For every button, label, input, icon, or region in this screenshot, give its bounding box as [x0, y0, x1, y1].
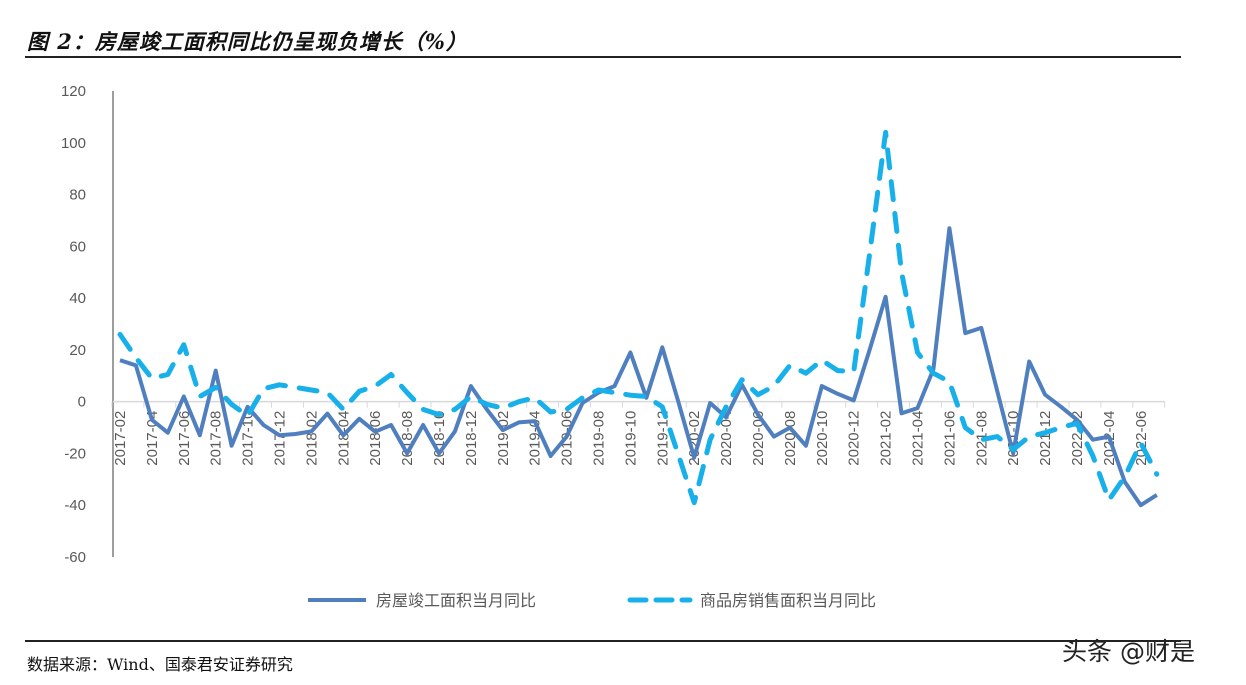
- chart-title: 图 2：房屋竣工面积同比仍呈现负增长（%）: [27, 29, 468, 54]
- x-tick-label: 2018-04: [335, 411, 352, 466]
- x-tick-label: 2021-06: [941, 411, 958, 466]
- series-line-1: [119, 226, 1158, 508]
- x-tick-label: 2018-08: [399, 411, 416, 466]
- y-tick-label: 0: [78, 394, 86, 411]
- x-tick-label: 2018-10: [431, 411, 448, 466]
- x-tick-label: 2017-12: [272, 411, 289, 466]
- footer-divider: [25, 640, 1181, 642]
- y-tick-label: -40: [64, 497, 86, 514]
- y-tick-label: 40: [69, 290, 86, 307]
- y-tick-label: 80: [69, 187, 86, 204]
- y-tick-label: -60: [64, 549, 86, 566]
- x-tick-label: 2020-10: [814, 411, 831, 466]
- x-tick-label: 2020-02: [686, 411, 703, 466]
- watermark: 头条 @财是: [1062, 637, 1195, 666]
- x-tick-label: 2018-12: [463, 411, 480, 466]
- y-tick-label: 100: [61, 135, 86, 152]
- x-tick-label: 2017-06: [176, 411, 193, 466]
- series-group: [117, 129, 1160, 508]
- y-tick-label: -20: [64, 445, 86, 462]
- x-tick-label: 2019-04: [527, 411, 544, 466]
- title-divider: [25, 56, 1181, 58]
- y-tick-label: 120: [61, 83, 86, 100]
- x-tick-label: 2017-08: [208, 411, 225, 466]
- x-tick-label: 2018-02: [303, 411, 320, 466]
- legend-label-1: 房屋竣工面积当月同比: [376, 591, 536, 610]
- x-tick-label: 2019-12: [654, 411, 671, 466]
- x-tick-label: 2020-04: [718, 411, 735, 466]
- x-tick-label: 2018-06: [367, 411, 384, 466]
- x-tick-label: 2021-12: [1037, 411, 1054, 466]
- x-tick-label: 2017-10: [240, 411, 257, 466]
- x-tick-label: 2019-02: [495, 411, 512, 466]
- x-tick-label: 2017-02: [112, 411, 129, 466]
- x-tick-label: 2019-08: [591, 411, 608, 466]
- x-tick-label: 2021-02: [878, 411, 895, 466]
- data-source: 数据来源：Wind、国泰君安证券研究: [27, 655, 293, 674]
- legend: 房屋竣工面积当月同比 商品房销售面积当月同比: [308, 591, 876, 610]
- series-line-2: [117, 129, 1160, 506]
- x-tick-label: 2020-06: [750, 411, 767, 466]
- x-tick-label: 2020-12: [846, 411, 863, 466]
- x-tick-label: 2020-08: [782, 411, 799, 466]
- y-tick-label: 20: [69, 342, 86, 359]
- x-tick-label: 2021-04: [910, 411, 927, 466]
- y-tick-label: 60: [69, 238, 86, 255]
- x-tick-label: 2019-10: [622, 411, 639, 466]
- legend-label-2: 商品房销售面积当月同比: [700, 591, 876, 610]
